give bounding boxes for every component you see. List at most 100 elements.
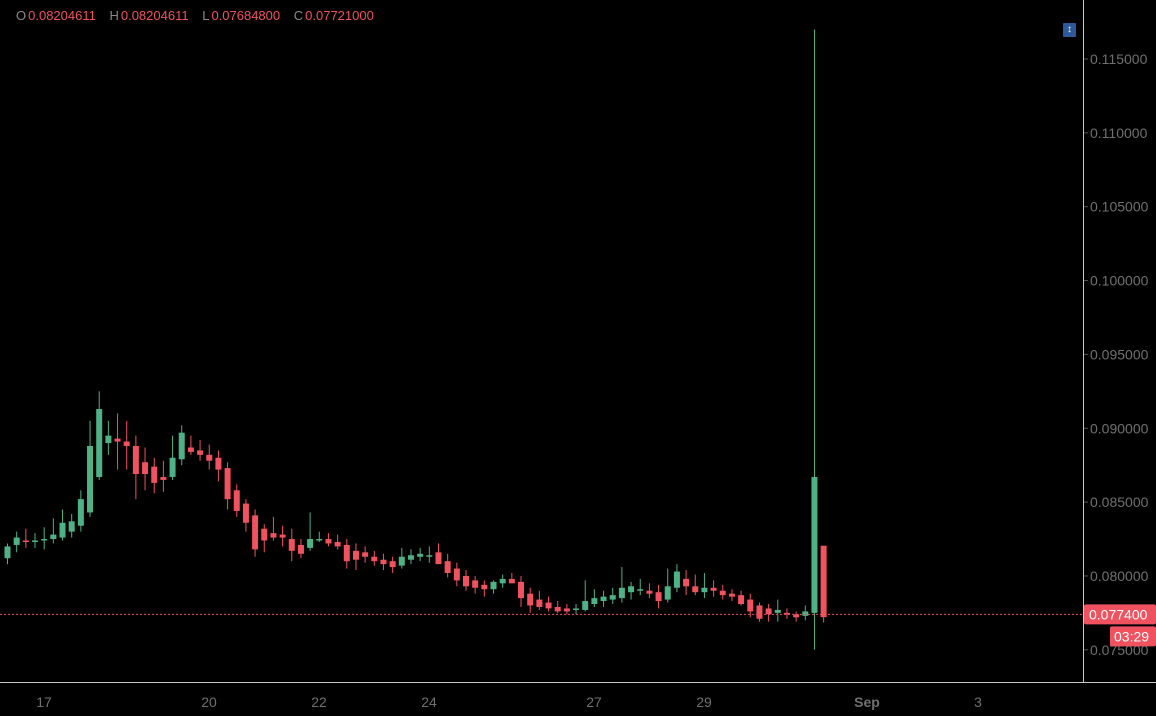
candle — [215, 450, 222, 482]
candle-body — [600, 596, 607, 602]
candle — [380, 553, 387, 571]
candle — [719, 584, 726, 600]
candle-body — [802, 611, 809, 616]
ohlc-legend: O 0.08204611 H 0.08204611 L 0.07684800 C 0.0… — [16, 8, 384, 23]
price-tick-label: 0.085000 — [1090, 494, 1149, 510]
candle-body — [554, 606, 561, 612]
candle — [197, 440, 204, 461]
close-value: 0.07721000 — [305, 8, 374, 23]
candle — [389, 556, 396, 573]
candle-body — [151, 466, 158, 483]
candle-body — [224, 468, 231, 500]
time-tick-label: 22 — [311, 694, 327, 710]
candle-body — [316, 539, 323, 541]
candle — [77, 490, 84, 532]
candle-body — [132, 445, 139, 475]
candle — [701, 572, 708, 599]
candle-body — [105, 435, 112, 444]
candle — [96, 391, 103, 480]
candle-body — [307, 539, 314, 548]
candle-body — [187, 447, 194, 452]
candle-body — [197, 450, 204, 455]
candle-body — [362, 552, 369, 557]
candle — [655, 584, 662, 609]
candle — [802, 605, 809, 621]
candle — [518, 575, 525, 607]
candle — [499, 574, 506, 588]
candle — [123, 420, 130, 470]
candle — [472, 575, 479, 594]
candle — [270, 516, 277, 541]
candles — [4, 29, 827, 650]
candle — [774, 599, 781, 622]
candle — [178, 425, 185, 466]
candle-body — [41, 539, 48, 541]
candle — [728, 589, 735, 602]
candle-body — [261, 528, 268, 541]
candle-body — [371, 556, 378, 562]
candle-body — [13, 537, 20, 545]
candle — [435, 543, 442, 565]
candle — [527, 587, 534, 613]
time-tick-label: 27 — [586, 694, 602, 710]
candle-body — [499, 578, 506, 584]
candle-body — [719, 590, 726, 596]
low-value: 0.07684800 — [211, 8, 281, 23]
candle — [683, 570, 690, 596]
candle-body — [160, 476, 167, 480]
candle-body — [618, 587, 625, 599]
candle-body — [472, 580, 479, 588]
candle-body — [774, 609, 781, 613]
price-tick-label: 0.115000 — [1090, 51, 1148, 67]
candle — [68, 513, 75, 538]
price-tick-label: 0.110000 — [1090, 125, 1148, 141]
candle — [252, 509, 259, 557]
candle — [582, 580, 589, 612]
price-tick-label: 0.105000 — [1090, 199, 1149, 215]
close-key: C — [293, 8, 304, 23]
candle-body — [343, 544, 350, 562]
candle-body — [22, 540, 29, 543]
candle-body — [628, 586, 635, 593]
candle — [600, 590, 607, 607]
candle — [242, 499, 249, 532]
candle — [59, 509, 66, 541]
candle-body — [481, 584, 488, 590]
candle — [628, 581, 635, 600]
candle-body — [490, 581, 497, 590]
time-axis[interactable]: 17 20 22 24 27 29 Sep 3 — [36, 694, 982, 710]
candle — [820, 545, 827, 623]
candle-body — [747, 599, 754, 612]
last-price-label: 0.077400 — [1084, 604, 1156, 625]
countdown-label: 03:29 — [1110, 626, 1156, 647]
candle — [407, 549, 414, 565]
candle-body — [206, 454, 213, 461]
price-axis[interactable]: 0.115000 0.110000 0.105000 0.100000 0.095000… — [1084, 51, 1149, 658]
scroll-to-realtime-icon[interactable]: ↕ — [1063, 23, 1076, 37]
candle — [646, 583, 653, 599]
price-tick-label: 0.080000 — [1090, 568, 1149, 584]
candle-body — [288, 539, 295, 551]
candle — [132, 435, 139, 500]
candle-body — [417, 553, 424, 557]
candle-body — [142, 462, 149, 475]
candle — [463, 570, 469, 591]
candle — [297, 539, 304, 559]
candle-body — [609, 595, 616, 600]
candle — [206, 444, 213, 470]
candle — [738, 590, 745, 606]
candle — [783, 608, 790, 619]
candle-body — [756, 605, 763, 619]
countdown-value: 03:29 — [1114, 628, 1149, 644]
candle-body — [96, 409, 103, 477]
candle — [747, 593, 754, 618]
candle — [692, 574, 699, 596]
candle — [609, 587, 616, 605]
low-key: L — [202, 8, 210, 23]
candle — [334, 534, 341, 550]
candle-body — [407, 555, 414, 560]
candle-body — [252, 515, 259, 550]
candle-body — [270, 533, 277, 538]
candle-body — [297, 544, 304, 554]
